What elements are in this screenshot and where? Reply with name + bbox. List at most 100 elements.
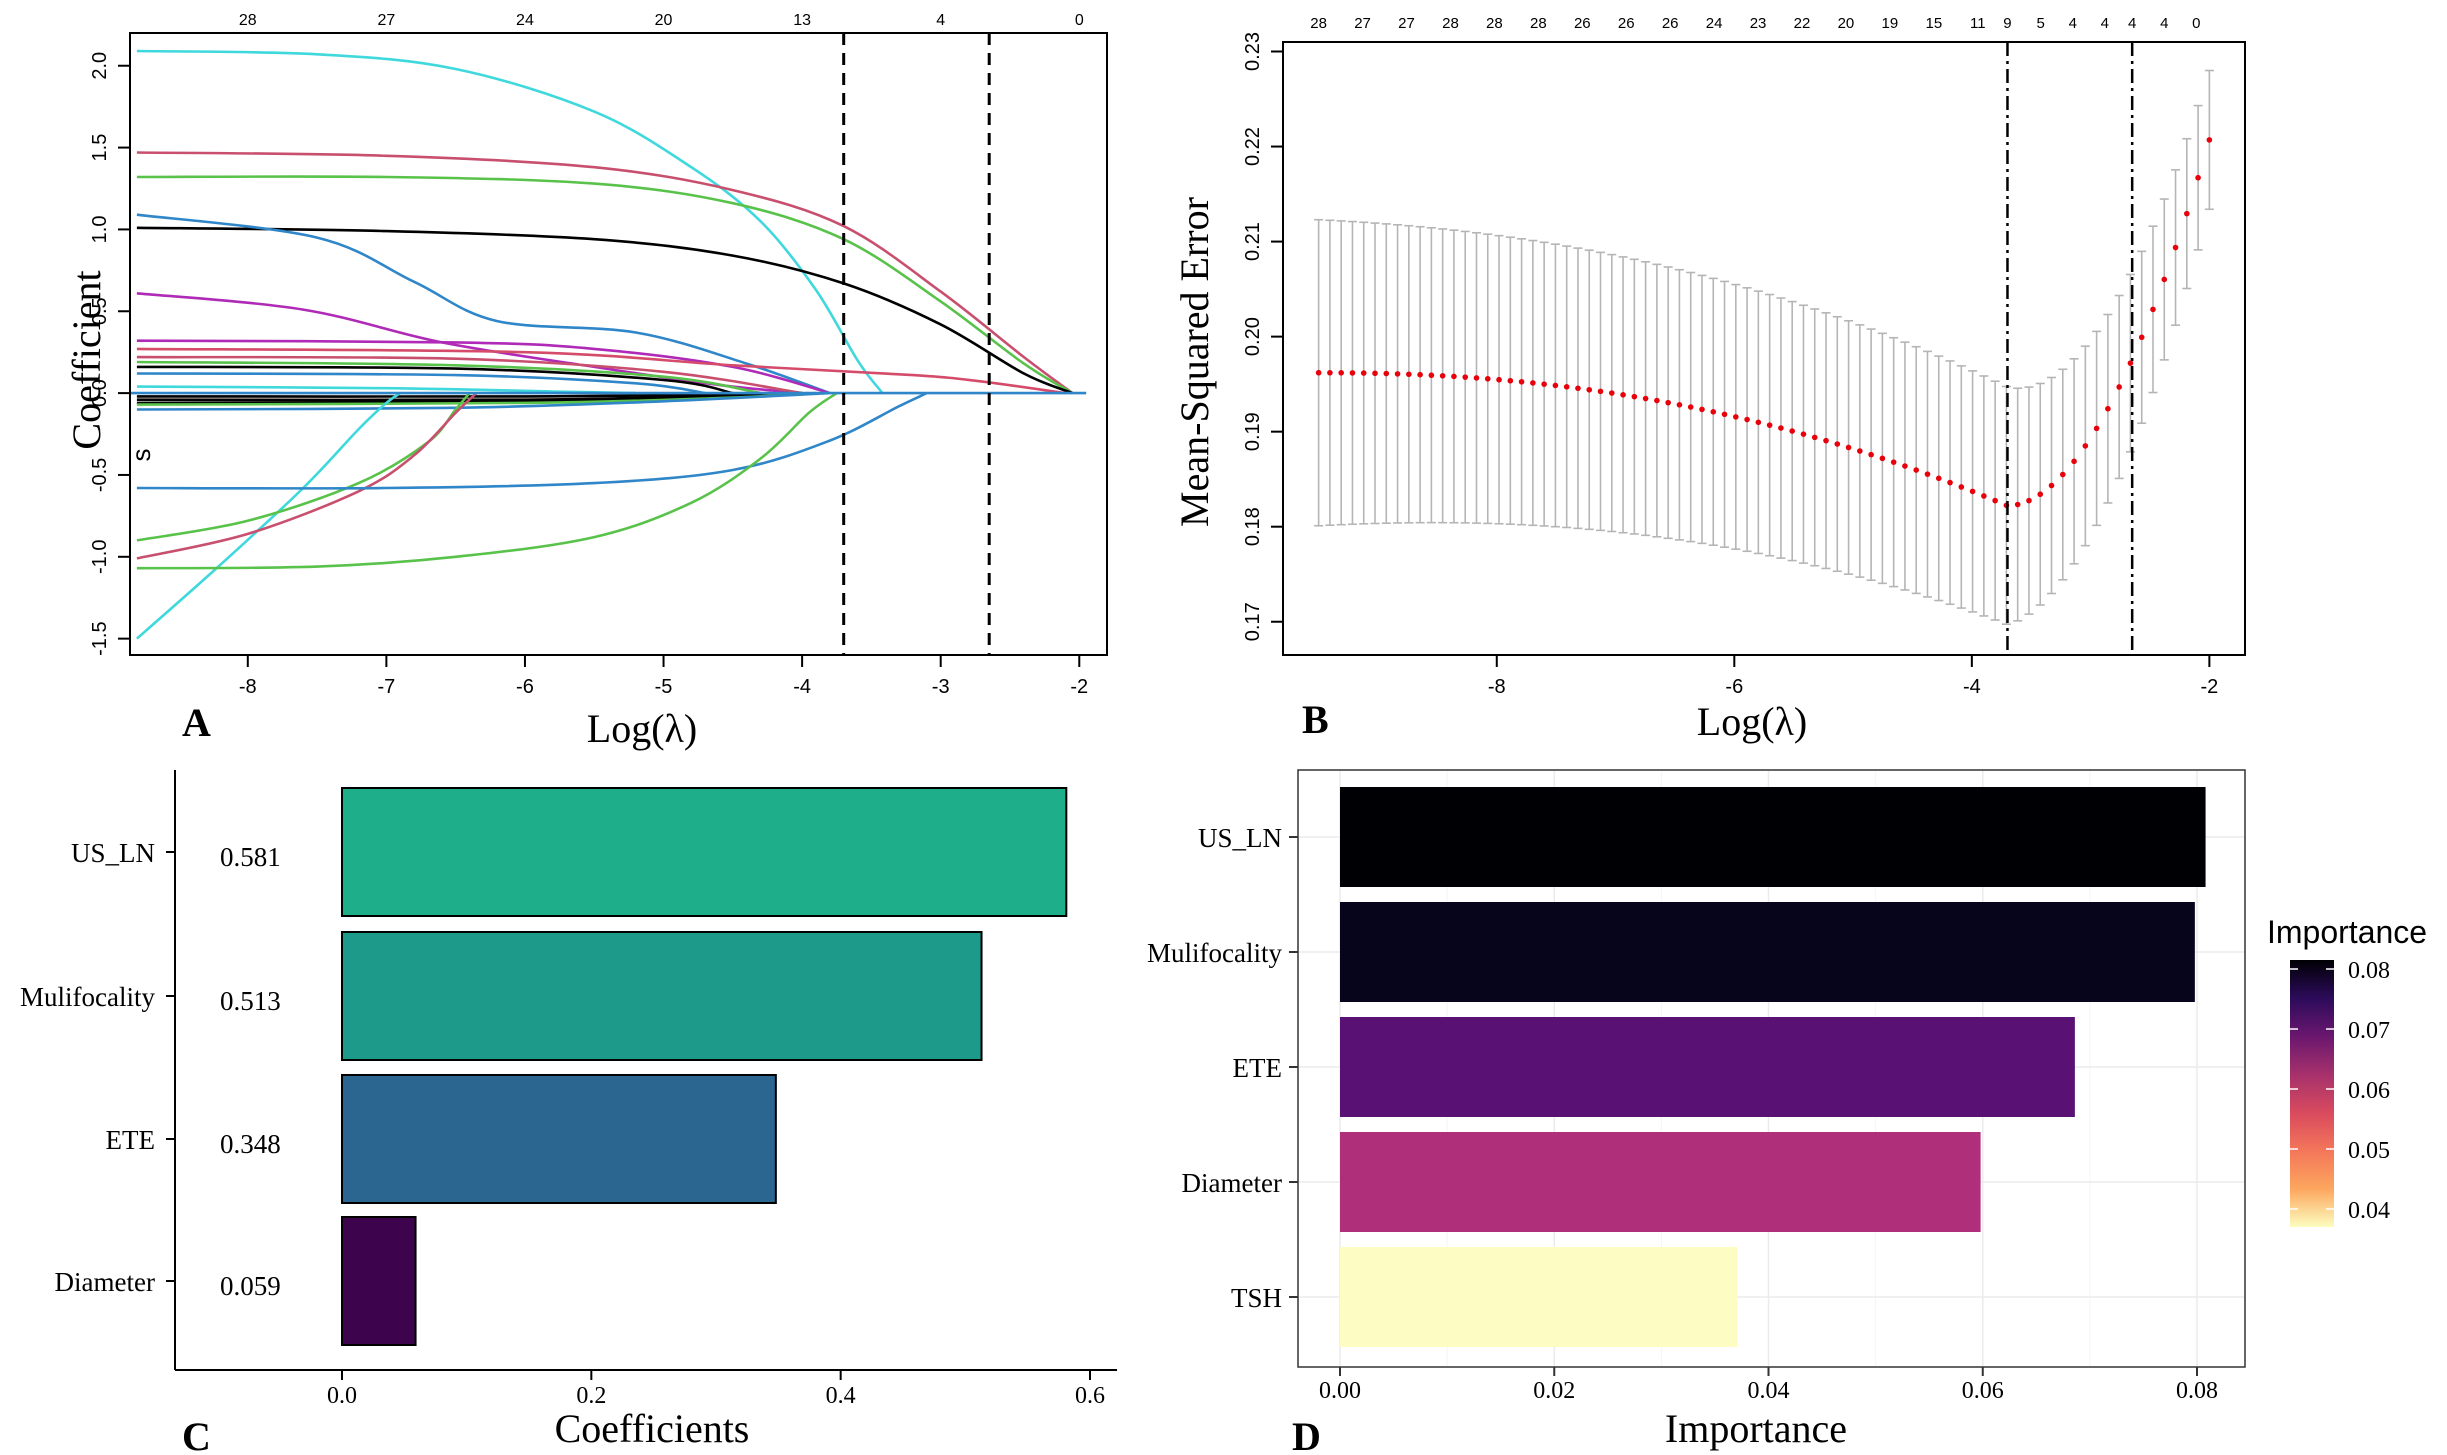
x-tick-label: 0.04 bbox=[1748, 1378, 1790, 1404]
top-tick-label: 22 bbox=[1794, 15, 1811, 32]
mse-point bbox=[1733, 414, 1739, 420]
y-tick-label: 0.22 bbox=[1242, 127, 1264, 166]
x-tick-label: 0.02 bbox=[1533, 1378, 1575, 1404]
top-tick-label: 27 bbox=[377, 12, 395, 29]
top-tick-label: 4 bbox=[2101, 15, 2109, 32]
error-bars bbox=[1314, 69, 2214, 625]
top-tick-label: 0 bbox=[2192, 15, 2200, 32]
coefficient-path-14 bbox=[136, 391, 789, 402]
y-tick-label: 0.19 bbox=[1242, 412, 1264, 451]
panel-c-coefficients: US_LN 0.581 Mulifocality 0.513 ETE 0.348 Diame… bbox=[20, 770, 1117, 1455]
category-label: Mulifocality bbox=[1147, 938, 1282, 968]
coefficient-path-19 bbox=[136, 392, 471, 542]
mse-point bbox=[1721, 411, 1728, 418]
mse-point bbox=[1439, 372, 1446, 379]
mse-point bbox=[1484, 375, 1491, 382]
x-tick-label: 0.08 bbox=[2176, 1378, 2218, 1404]
x-tick-label: -2 bbox=[1070, 676, 1088, 698]
top-tick-label: 4 bbox=[2069, 15, 2077, 32]
category-label: TSH bbox=[1231, 1283, 1282, 1313]
x-tick-label: 0.4 bbox=[826, 1383, 856, 1409]
coefficient-bar bbox=[341, 787, 1068, 917]
mse-point bbox=[1676, 402, 1683, 408]
mse-point bbox=[1327, 369, 1333, 376]
coefficient-path-8 bbox=[136, 355, 803, 395]
category-label: ETE bbox=[106, 1125, 155, 1155]
mse-point bbox=[1428, 372, 1435, 379]
x-axis-ticks: 0.0 0.2 0.4 0.6 bbox=[327, 1370, 1105, 1409]
importance-bar bbox=[1340, 902, 2195, 1002]
legend-tick-label: 0.07 bbox=[2348, 1018, 2390, 1044]
lambda-cutoff-lines bbox=[2006, 42, 2134, 655]
mse-point bbox=[1789, 428, 1795, 434]
mse-point bbox=[1845, 444, 1852, 451]
importance-bar bbox=[1340, 1247, 1738, 1347]
mse-point bbox=[1969, 488, 1976, 495]
legend-ticks: 0.08 0.07 0.06 0.05 0.04 bbox=[2290, 958, 2390, 1224]
top-tick-label: 28 bbox=[1442, 15, 1459, 32]
top-tick-label: 27 bbox=[1398, 15, 1415, 32]
value-label: 0.513 bbox=[220, 986, 281, 1016]
legend-colorbar bbox=[2290, 960, 2334, 1227]
value-label: 0.059 bbox=[220, 1271, 281, 1301]
coefficient-path-6 bbox=[136, 339, 831, 395]
importance-bar bbox=[1340, 787, 2206, 887]
coefficient-path-9 bbox=[136, 360, 761, 395]
mse-point bbox=[1394, 371, 1401, 377]
top-tick-label: 26 bbox=[1574, 15, 1591, 32]
mse-point bbox=[1958, 484, 1965, 490]
x-tick-label: -2 bbox=[2200, 676, 2218, 698]
category-label: ETE bbox=[1233, 1053, 1282, 1083]
coefficient-path-22 bbox=[136, 392, 838, 570]
y-tick-label: 0.20 bbox=[1242, 317, 1264, 356]
mse-point bbox=[1823, 437, 1829, 444]
top-tick-label: 4 bbox=[936, 12, 945, 29]
mse-point bbox=[1315, 369, 1322, 376]
mse-point bbox=[1868, 451, 1874, 458]
mse-point bbox=[2071, 458, 2077, 465]
top-tick-label: 13 bbox=[793, 12, 811, 29]
mse-point bbox=[2105, 405, 2111, 412]
mse-point bbox=[2161, 276, 2168, 283]
x-axis-label: Importance bbox=[1665, 1406, 1847, 1451]
legend-tick-label: 0.06 bbox=[2348, 1078, 2390, 1104]
panel-label-d: D bbox=[1292, 1414, 1321, 1455]
mse-point bbox=[1507, 377, 1514, 384]
coefficient-path-18 bbox=[136, 392, 401, 640]
coefficient-path-11 bbox=[136, 372, 706, 395]
mse-point bbox=[1811, 434, 1818, 441]
x-axis-ticks: -8 -7 -6 -5 -4 -3 -2 bbox=[239, 655, 1088, 698]
x-tick-label: -3 bbox=[932, 676, 950, 698]
lambda-cutoff-lines bbox=[842, 33, 991, 655]
coefficient-path-21 bbox=[136, 391, 928, 490]
top-tick-label: 28 bbox=[239, 12, 257, 29]
mse-point bbox=[1642, 395, 1649, 402]
mse-point bbox=[1992, 497, 1998, 504]
top-tick-label: 28 bbox=[1530, 15, 1547, 32]
mse-point bbox=[2026, 497, 2032, 504]
mse-point bbox=[1552, 382, 1559, 389]
mse-point bbox=[2184, 210, 2190, 217]
top-tick-label: 26 bbox=[1618, 15, 1635, 32]
category-label: US_LN bbox=[1198, 823, 1282, 853]
coefficient-path-1 bbox=[136, 151, 1074, 395]
y-tick-label: -1.0 bbox=[89, 540, 111, 574]
coefficient-path-20 bbox=[136, 392, 478, 560]
coefficient-path-4 bbox=[136, 213, 831, 395]
x-axis-label: Log(λ) bbox=[1697, 699, 1807, 744]
top-tick-label: 20 bbox=[1838, 15, 1855, 32]
top-tick-label: 26 bbox=[1662, 15, 1679, 32]
panel-b-cv-error: -8 -6 -4 -2 0.17 0.18 0.19 0.20 0.21 0.22 0.23 28… bbox=[1172, 15, 2246, 744]
mse-point bbox=[2082, 443, 2089, 449]
y-tick-label: 0.23 bbox=[1242, 32, 1264, 71]
top-tick-label: 23 bbox=[1750, 15, 1767, 32]
coefficient-bars: US_LN 0.581 Mulifocality 0.513 ETE 0.348 Diame… bbox=[20, 787, 1068, 1346]
x-tick-label: -5 bbox=[655, 676, 673, 698]
legend-tick-label: 0.08 bbox=[2348, 958, 2390, 984]
x-tick-label: -4 bbox=[793, 676, 811, 698]
y-tick-label: -1.5 bbox=[89, 621, 111, 655]
mse-point bbox=[1563, 384, 1570, 390]
mse-point bbox=[1417, 371, 1423, 378]
top-tick-label: 19 bbox=[1882, 15, 1899, 32]
top-tick-label: 15 bbox=[1925, 15, 1942, 32]
